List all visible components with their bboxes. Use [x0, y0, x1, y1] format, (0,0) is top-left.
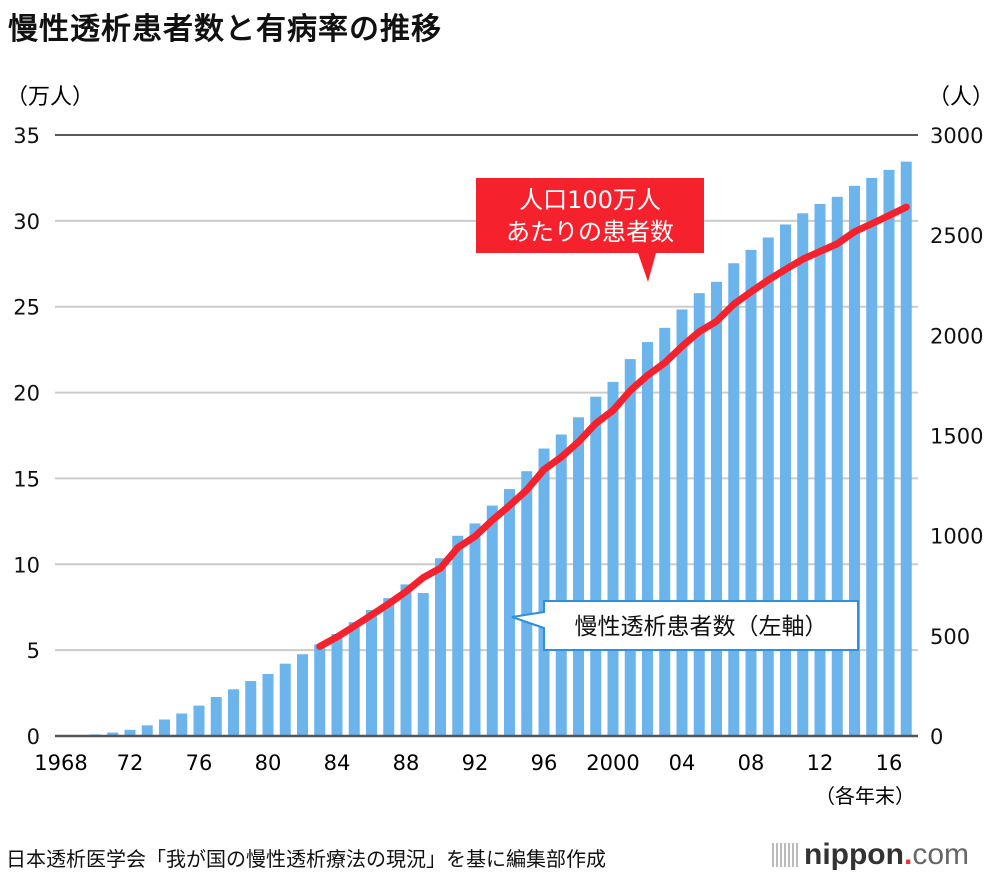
bar	[486, 505, 498, 736]
right-tick-label: 1500	[930, 425, 983, 449]
bar	[297, 654, 308, 736]
left-tick-label: 20	[13, 382, 40, 406]
right-tick-label: 2000	[930, 324, 983, 348]
bar	[228, 689, 239, 736]
right-tick-label: 1000	[930, 525, 983, 549]
x-tick-label: 16	[876, 751, 903, 775]
bar	[435, 558, 446, 736]
left-tick-label: 0	[27, 725, 40, 749]
right-tick-label: 3000	[930, 124, 983, 148]
bar	[245, 681, 257, 736]
logo-dot: .	[903, 838, 913, 871]
bar	[279, 663, 291, 736]
bar-callout	[511, 600, 859, 651]
bar	[400, 584, 412, 736]
x-tick-label: 1968	[34, 751, 87, 775]
bar	[659, 327, 671, 736]
bar	[383, 598, 395, 736]
bar	[900, 161, 912, 736]
chart-title: 慢性透析患者数と有病率の推移	[8, 12, 442, 47]
bar	[314, 644, 326, 736]
bar	[176, 713, 188, 736]
left-tick-label: 5	[27, 639, 40, 663]
left-tick-label: 30	[13, 210, 40, 234]
bar	[348, 622, 360, 736]
bar	[107, 732, 119, 736]
x-tick-label: 04	[669, 751, 696, 775]
left-tick-label: 25	[13, 296, 40, 320]
left-axis-unit: （万人）	[6, 85, 94, 110]
logo-suffix: com	[912, 838, 969, 871]
nippon-logo: nippon.com	[772, 838, 969, 872]
bar	[866, 177, 878, 736]
bar	[624, 359, 636, 736]
bar	[124, 729, 136, 736]
x-tick-label: 92	[462, 751, 489, 775]
left-tick-label: 15	[13, 467, 40, 491]
x-tick-label: 12	[807, 751, 834, 775]
bar	[469, 523, 481, 736]
bar	[814, 204, 826, 736]
x-tick-label: 76	[186, 751, 213, 775]
bar	[141, 725, 153, 736]
logo-name: nippon	[804, 838, 904, 871]
bar	[883, 169, 895, 736]
bar	[159, 719, 170, 736]
bar	[642, 342, 653, 736]
bar	[745, 249, 757, 736]
x-tick-label: 96	[531, 751, 558, 775]
bar	[831, 196, 843, 736]
x-tick-label: 2000	[586, 751, 639, 775]
bar	[676, 309, 688, 736]
bar-callout-text: 慢性透析患者数（左軸）	[575, 614, 828, 640]
bar	[193, 705, 205, 736]
x-tick-label: 72	[117, 751, 144, 775]
bar	[417, 592, 429, 736]
bar	[590, 396, 602, 736]
right-axis-unit: （人）	[928, 85, 994, 110]
x-tick-label: 80	[255, 751, 282, 775]
chart: 0 5 10 15 20 25 30 35 0 500 1000 1500 2000 2500 3000 （万…	[6, 85, 994, 808]
source-note: 日本透析医学会「我が国の慢性透析療法の現況」を基に編集部作成	[6, 847, 606, 871]
right-tick-label: 0	[930, 725, 943, 749]
right-tick-label: 500	[930, 625, 970, 649]
left-tick-label: 10	[13, 553, 40, 577]
x-tick-label: 88	[393, 751, 420, 775]
left-tick-label: 35	[13, 124, 40, 148]
bar	[573, 417, 584, 736]
bar	[555, 434, 567, 736]
line-callout-text-2: あたりの患者数	[506, 218, 674, 246]
bar	[538, 448, 550, 736]
bar	[762, 237, 774, 736]
bar	[210, 697, 222, 736]
bar	[849, 185, 860, 737]
bar	[693, 293, 705, 736]
bar	[728, 263, 740, 736]
bar	[366, 609, 377, 736]
bar	[607, 381, 619, 736]
line-callout	[476, 178, 704, 282]
logo-bars-icon	[772, 843, 798, 867]
bar	[780, 224, 791, 737]
line-callout-text-1: 人口100万人	[519, 186, 661, 214]
bar	[452, 535, 464, 736]
x-tick-label: 08	[738, 751, 765, 775]
bar	[797, 213, 809, 737]
x-axis-note: （各年末）	[815, 784, 915, 808]
bar	[504, 489, 515, 736]
bar	[521, 471, 533, 736]
right-tick-label: 2500	[930, 224, 983, 248]
bar	[711, 281, 722, 736]
x-tick-label: 84	[324, 751, 351, 775]
bar	[331, 634, 343, 736]
bar	[262, 674, 274, 736]
